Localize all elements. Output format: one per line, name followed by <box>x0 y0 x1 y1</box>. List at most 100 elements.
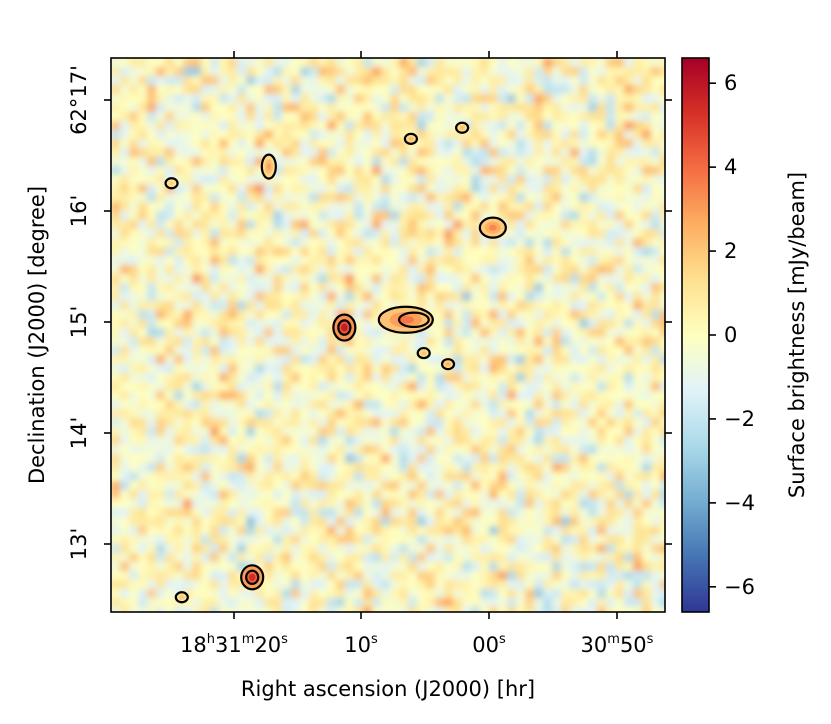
noise-cell <box>588 499 598 509</box>
noise-cell <box>498 256 508 266</box>
noise-cell <box>264 427 274 437</box>
noise-cell <box>192 436 202 446</box>
noise-cell <box>471 472 481 482</box>
noise-cell <box>201 418 211 428</box>
noise-cell <box>264 400 274 410</box>
noise-cell <box>174 427 184 437</box>
noise-cell <box>183 544 193 554</box>
noise-cell <box>255 130 265 140</box>
noise-cell <box>327 436 337 446</box>
noise-cell <box>462 85 472 95</box>
noise-cell <box>516 148 526 158</box>
noise-cell <box>462 184 472 194</box>
noise-cell <box>165 121 175 131</box>
noise-cell <box>435 364 445 374</box>
noise-cell <box>507 148 517 158</box>
noise-cell <box>273 580 283 590</box>
noise-cell <box>453 193 463 203</box>
noise-cell <box>192 94 202 104</box>
noise-cell <box>336 265 346 275</box>
noise-cell <box>345 508 355 518</box>
noise-cell <box>615 58 625 68</box>
noise-cell <box>282 409 292 419</box>
noise-cell <box>111 346 121 356</box>
noise-cell <box>174 121 184 131</box>
noise-cell <box>201 409 211 419</box>
noise-cell <box>597 472 607 482</box>
noise-cell <box>471 409 481 419</box>
noise-cell <box>615 400 625 410</box>
noise-cell <box>309 418 319 428</box>
noise-cell <box>327 499 337 509</box>
noise-cell <box>471 481 481 491</box>
noise-cell <box>327 589 337 599</box>
noise-cell <box>390 193 400 203</box>
noise-cell <box>579 580 589 590</box>
noise-cell <box>507 94 517 104</box>
noise-cell <box>570 292 580 302</box>
noise-cell <box>156 427 166 437</box>
noise-cell <box>336 454 346 464</box>
noise-cell <box>624 265 634 275</box>
noise-cell <box>390 211 400 221</box>
noise-cell <box>525 211 535 221</box>
noise-cell <box>507 130 517 140</box>
noise-cell <box>507 544 517 554</box>
noise-cell <box>228 472 238 482</box>
noise-cell <box>597 76 607 86</box>
noise-cell <box>264 175 274 185</box>
noise-cell <box>660 418 665 428</box>
noise-cell <box>336 202 346 212</box>
noise-cell <box>525 229 535 239</box>
noise-cell <box>336 436 346 446</box>
noise-cell <box>408 265 418 275</box>
noise-cell <box>327 157 337 167</box>
noise-cell <box>606 382 616 392</box>
noise-cell <box>543 94 553 104</box>
noise-cell <box>633 436 643 446</box>
noise-cell <box>282 382 292 392</box>
noise-cell <box>579 175 589 185</box>
noise-cell <box>570 409 580 419</box>
noise-cell <box>219 535 229 545</box>
noise-cell <box>507 319 517 329</box>
noise-cell <box>480 130 490 140</box>
noise-cell <box>237 490 247 500</box>
noise-cell <box>273 301 283 311</box>
noise-cell <box>516 310 526 320</box>
noise-cell <box>426 337 436 347</box>
noise-cell <box>165 499 175 509</box>
noise-cell <box>615 409 625 419</box>
noise-cell <box>174 166 184 176</box>
noise-cell <box>381 76 391 86</box>
noise-cell <box>453 130 463 140</box>
noise-cell <box>228 301 238 311</box>
noise-cell <box>453 436 463 446</box>
noise-cell <box>390 265 400 275</box>
noise-cell <box>543 517 553 527</box>
noise-cell <box>615 166 625 176</box>
noise-cell <box>165 544 175 554</box>
noise-cell <box>372 274 382 284</box>
noise-cell <box>588 238 598 248</box>
noise-cell <box>300 346 310 356</box>
noise-cell <box>489 418 499 428</box>
noise-cell <box>363 184 373 194</box>
noise-cell <box>120 463 130 473</box>
noise-cell <box>570 85 580 95</box>
noise-cell <box>408 364 418 374</box>
noise-cell <box>498 400 508 410</box>
noise-cell <box>201 508 211 518</box>
noise-cell <box>534 418 544 428</box>
noise-cell <box>273 157 283 167</box>
noise-cell <box>345 589 355 599</box>
noise-cell <box>444 544 454 554</box>
noise-cell <box>318 490 328 500</box>
noise-cell <box>228 238 238 248</box>
noise-cell <box>192 409 202 419</box>
noise-cell <box>462 391 472 401</box>
noise-cell <box>453 562 463 572</box>
noise-cell <box>210 544 220 554</box>
noise-cell <box>552 256 562 266</box>
noise-cell <box>264 292 274 302</box>
